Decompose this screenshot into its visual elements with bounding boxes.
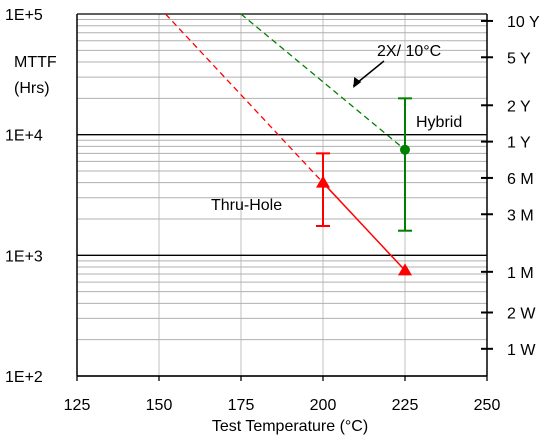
series-label-thru-hole: Thru-Hole <box>211 197 282 214</box>
y-axis-label-line1: MTTF <box>14 54 57 71</box>
x-tick-label: 200 <box>310 397 337 414</box>
right-tick-label: 1 W <box>507 342 536 359</box>
x-axis-label: Test Temperature (°C) <box>212 418 368 435</box>
x-tick-label: 175 <box>228 397 255 414</box>
right-tick-label: 1 Y <box>507 135 531 152</box>
series-hybrid <box>240 13 412 232</box>
trend-dashed-line <box>240 13 406 151</box>
x-tick-label: 225 <box>392 397 419 414</box>
major-gridlines <box>77 13 487 377</box>
trend-solid-line <box>322 182 406 271</box>
right-tick-label: 2 Y <box>507 98 531 115</box>
data-point-circle <box>400 144 410 155</box>
series-layer <box>165 13 412 276</box>
y-tick-label: 1E+2 <box>5 369 43 386</box>
x-tick-label: 150 <box>146 397 173 414</box>
annotation-layer: Thru-Hole Hybrid 2X/ 10°C <box>211 43 462 214</box>
slope-annotation: 2X/ 10°C <box>377 43 441 60</box>
right-tick-label: 5 Y <box>507 50 531 67</box>
right-tick-label: 3 M <box>507 207 534 224</box>
right-tick-label: 2 W <box>507 305 536 322</box>
trend-dashed-line <box>165 13 324 184</box>
y-tick-label: 1E+3 <box>5 248 43 265</box>
y-axis-label-line2: (Hrs) <box>14 80 50 97</box>
series-thru-hole <box>165 13 412 276</box>
x-tick-label: 125 <box>64 397 91 414</box>
minor-gridlines <box>76 14 488 376</box>
y-tick-label: 1E+4 <box>5 128 43 145</box>
axis-labels: 1E+2 1E+3 1E+4 1E+5 MTTF (Hrs) 125 150 175 200 225… <box>5 7 540 435</box>
data-point-triangle <box>316 175 330 188</box>
right-tick-label: 1 M <box>507 265 534 282</box>
y-tick-label: 1E+5 <box>5 7 43 24</box>
plot-frame <box>76 14 488 377</box>
data-point-triangle <box>398 263 412 276</box>
series-label-hybrid: Hybrid <box>416 114 462 131</box>
x-tick-label: 250 <box>474 397 501 414</box>
annotation-arrow-head <box>353 77 362 88</box>
right-tick-label: 6 M <box>507 171 534 188</box>
right-tick-label: 10 Y <box>507 14 540 31</box>
